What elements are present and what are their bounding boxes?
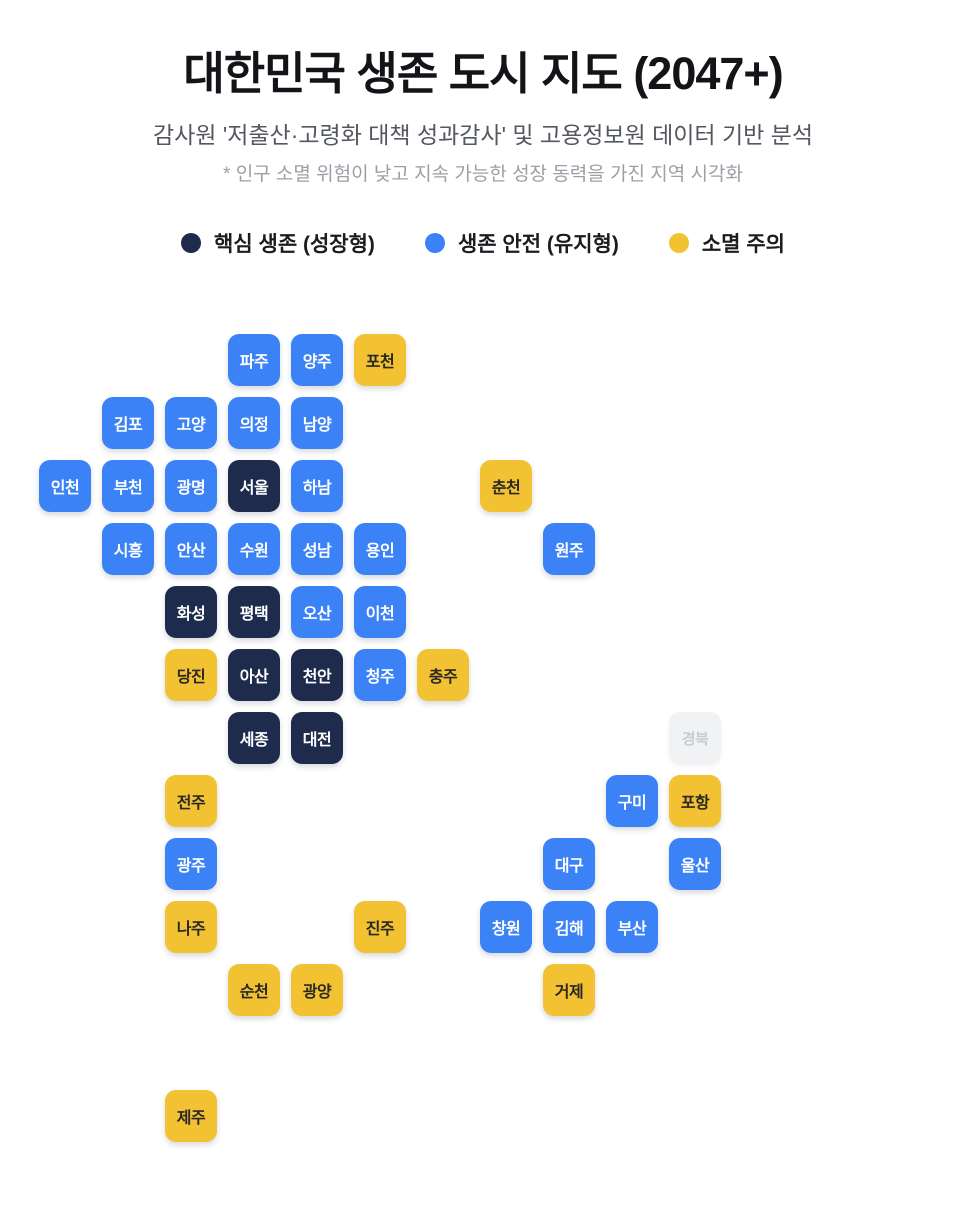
city-tile: 고양 — [165, 397, 217, 449]
page-note: * 인구 소멸 위험이 낮고 지속 가능한 성장 동력을 가진 지역 시각화 — [223, 163, 743, 185]
city-tile: 세종 — [228, 712, 280, 764]
city-tile: 진주 — [354, 901, 406, 953]
city-tile: 전주 — [165, 775, 217, 827]
page-subtitle: 감사원 '저출산·고령화 대책 성과감사' 및 고용정보원 데이터 기반 분석 — [152, 121, 814, 148]
city-tile: 경북 — [669, 712, 721, 764]
city-tile: 김해 — [543, 901, 595, 953]
city-tile: 화성 — [165, 586, 217, 638]
city-tile: 파주 — [228, 334, 280, 386]
header: 대한민국 생존 도시 지도 (2047+) 감사원 '저출산·고령화 대책 성과… — [0, 0, 966, 186]
city-tile: 포천 — [354, 334, 406, 386]
city-tile: 원주 — [543, 523, 595, 575]
city-tile: 수원 — [228, 523, 280, 575]
legend: 핵심 생존 (성장형) 생존 안전 (유지형) 소멸 주의 — [0, 228, 966, 258]
legend-item-safe: 생존 안전 (유지형) — [424, 228, 619, 258]
city-tile: 하남 — [291, 460, 343, 512]
city-tile: 나주 — [165, 901, 217, 953]
city-tile: 광명 — [165, 460, 217, 512]
city-tile: 춘천 — [480, 460, 532, 512]
legend-color-dot — [668, 232, 689, 253]
city-tile: 대구 — [543, 838, 595, 890]
city-tile: 의정 — [228, 397, 280, 449]
city-tile: 부산 — [606, 901, 658, 953]
city-tile: 인천 — [39, 460, 91, 512]
city-tile: 성남 — [291, 523, 343, 575]
city-tile: 광주 — [165, 838, 217, 890]
legend-color-dot — [181, 232, 202, 253]
city-tile: 양주 — [291, 334, 343, 386]
legend-label: 소멸 주의 — [701, 232, 785, 256]
city-tile: 제주 — [165, 1090, 217, 1142]
legend-label: 핵심 생존 (성장형) — [214, 232, 375, 256]
city-tile: 안산 — [165, 523, 217, 575]
city-tile: 남양 — [291, 397, 343, 449]
city-tile: 광양 — [291, 964, 343, 1016]
city-tile: 거제 — [543, 964, 595, 1016]
city-tile: 청주 — [354, 649, 406, 701]
city-tile: 포항 — [669, 775, 721, 827]
city-tile: 창원 — [480, 901, 532, 953]
city-tile: 아산 — [228, 649, 280, 701]
page-title: 대한민국 생존 도시 지도 (2047+) — [183, 48, 783, 99]
city-tile: 천안 — [291, 649, 343, 701]
city-tile: 용인 — [354, 523, 406, 575]
city-tile: 이천 — [354, 586, 406, 638]
city-tile: 서울 — [228, 460, 280, 512]
city-tile: 대전 — [291, 712, 343, 764]
city-tile: 김포 — [102, 397, 154, 449]
city-tile: 시흥 — [102, 523, 154, 575]
legend-label: 생존 안전 (유지형) — [457, 232, 619, 256]
city-tile: 당진 — [165, 649, 217, 701]
city-tile: 구미 — [606, 775, 658, 827]
legend-color-dot — [424, 232, 445, 253]
legend-item-core: 핵심 생존 (성장형) — [181, 228, 375, 258]
city-tile: 평택 — [228, 586, 280, 638]
legend-item-risk: 소멸 주의 — [668, 228, 785, 258]
city-tile: 오산 — [291, 586, 343, 638]
city-tile: 부천 — [102, 460, 154, 512]
city-tile: 울산 — [669, 838, 721, 890]
city-tile: 순천 — [228, 964, 280, 1016]
city-tile: 충주 — [417, 649, 469, 701]
